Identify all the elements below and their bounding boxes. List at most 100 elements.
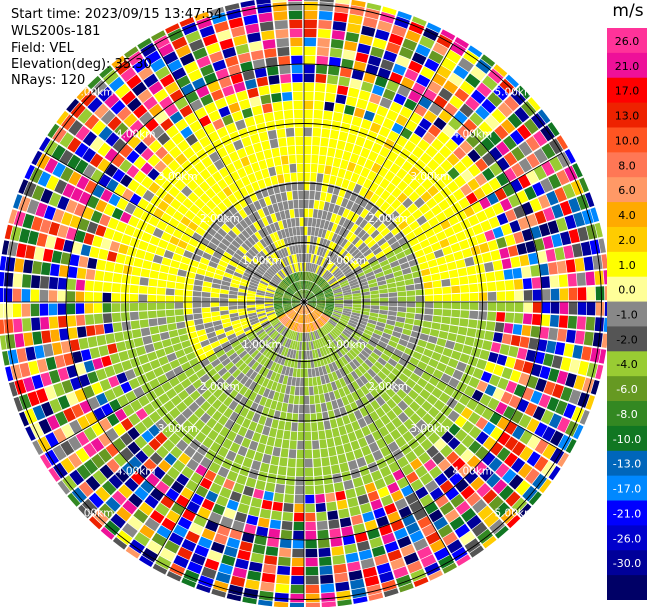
velocity-gate [120, 174, 133, 188]
velocity-gate [215, 246, 225, 255]
velocity-gate [423, 210, 435, 221]
velocity-gate [78, 481, 94, 497]
velocity-gate [320, 448, 329, 458]
velocity-gate [325, 297, 335, 300]
velocity-gate [342, 150, 352, 161]
velocity-gate [208, 511, 222, 524]
velocity-gate [393, 348, 404, 358]
velocity-gate [120, 284, 130, 293]
velocity-gate [275, 29, 289, 39]
velocity-gate [41, 330, 52, 344]
velocity-gate [324, 392, 331, 402]
velocity-gate [243, 205, 252, 216]
velocity-gate [306, 305, 313, 312]
velocity-gate [203, 363, 214, 373]
velocity-gate [539, 478, 552, 494]
velocity-gate [34, 246, 45, 261]
velocity-gate [294, 494, 304, 504]
velocity-gate [316, 173, 324, 183]
velocity-gate [409, 372, 421, 383]
velocity-gate [83, 232, 95, 246]
velocity-gate [151, 532, 167, 547]
velocity-gate [299, 305, 303, 314]
velocity-gate [197, 353, 207, 363]
velocity-gate [232, 323, 242, 329]
velocity-gate [266, 327, 275, 335]
velocity-gate [464, 336, 475, 347]
velocity-gate [102, 292, 112, 302]
velocity-gate [352, 293, 361, 297]
velocity-gate [389, 101, 403, 114]
velocity-gate [325, 492, 336, 503]
velocity-gate [355, 136, 366, 147]
velocity-gate [299, 208, 304, 218]
velocity-gate [165, 488, 180, 502]
velocity-gate [124, 339, 135, 350]
velocity-gate [75, 291, 85, 302]
velocity-gate [71, 242, 83, 255]
velocity-gate [0, 271, 5, 287]
colorbar-tick-label: 26.0 [615, 35, 640, 48]
velocity-gate [333, 289, 342, 294]
velocity-gate [536, 250, 548, 264]
velocity-gate [292, 303, 301, 306]
velocity-gate [304, 368, 308, 378]
velocity-gate [321, 282, 329, 289]
velocity-gate [131, 329, 142, 339]
velocity-gate [458, 463, 472, 478]
velocity-gate [334, 360, 342, 369]
velocity-gate [153, 385, 165, 397]
velocity-gate [87, 336, 98, 348]
velocity-gate [258, 366, 266, 376]
velocity-gate [4, 224, 13, 240]
velocity-gate [240, 407, 250, 418]
velocity-gate [312, 311, 320, 318]
velocity-gate [554, 342, 566, 356]
velocity-gate [245, 184, 255, 195]
velocity-gate [305, 494, 315, 504]
velocity-gate [432, 280, 442, 288]
velocity-gate [300, 235, 304, 245]
velocity-gate [190, 472, 203, 485]
velocity-gate [445, 49, 462, 64]
velocity-gate [414, 249, 425, 258]
velocity-gate [294, 272, 299, 282]
velocity-gate [522, 313, 533, 325]
velocity-gate [63, 352, 75, 366]
velocity-gate [315, 403, 322, 413]
velocity-gate [226, 430, 237, 442]
velocity-gate [305, 305, 310, 314]
velocity-gate [289, 245, 294, 255]
velocity-gate [512, 267, 522, 279]
velocity-gate [434, 547, 450, 561]
velocity-gate [309, 244, 313, 254]
velocity-gate [404, 318, 414, 325]
velocity-gate [294, 293, 301, 300]
velocity-gate [228, 102, 241, 114]
velocity-gate [586, 302, 596, 316]
velocity-gate [163, 400, 175, 412]
velocity-gate [283, 247, 289, 257]
velocity-gate [210, 541, 225, 554]
velocity-gate [413, 367, 424, 377]
velocity-gate [202, 281, 212, 288]
velocity-gate [328, 203, 335, 213]
velocity-gate [328, 56, 341, 67]
velocity-gate [377, 255, 387, 263]
velocity-gate [287, 458, 296, 468]
velocity-gate [176, 275, 186, 284]
velocity-gate [275, 251, 282, 260]
velocity-gate [423, 348, 434, 358]
velocity-gate [25, 346, 36, 361]
velocity-gate [462, 345, 473, 355]
velocity-gate [5, 256, 16, 272]
velocity-gate [299, 323, 302, 333]
velocity-gate [235, 249, 245, 258]
velocity-gate [403, 552, 419, 565]
velocity-gate [296, 332, 300, 341]
velocity-gate [514, 290, 524, 301]
velocity-gate [332, 328, 340, 336]
velocity-gate [213, 345, 223, 354]
velocity-gate [310, 172, 317, 182]
velocity-gate [280, 448, 289, 458]
